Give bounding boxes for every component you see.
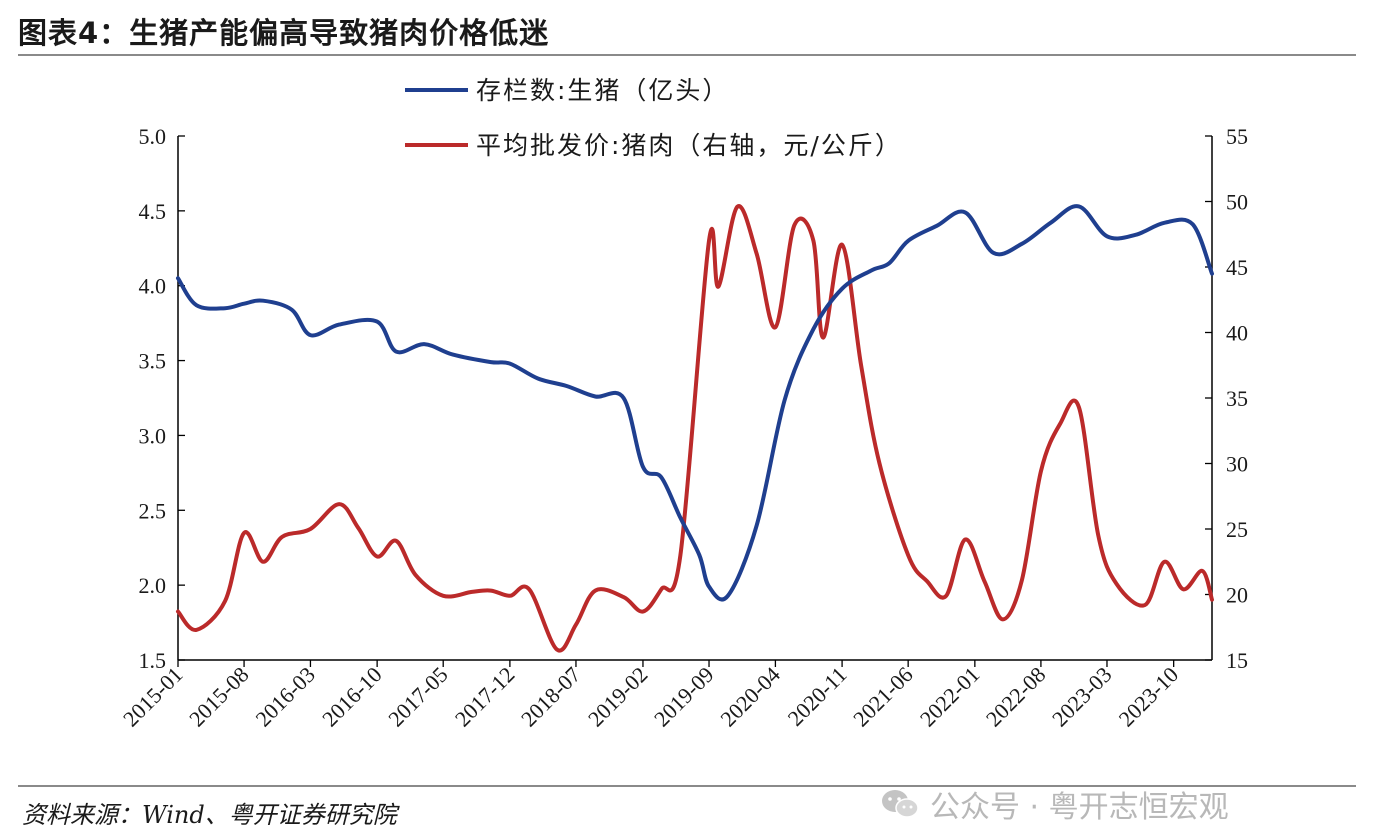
- x-tick-label: 2018-07: [516, 662, 586, 732]
- left-tick-label: 4.5: [139, 199, 167, 224]
- left-tick-label: 5.0: [139, 124, 167, 149]
- x-tick-label: 2016-03: [250, 662, 320, 732]
- right-tick-label: 30: [1226, 452, 1248, 477]
- source-note: 资料来源：Wind、粤开证券研究院: [22, 801, 397, 829]
- pork-price-line: [176, 204, 1214, 653]
- left-tick-label: 2.5: [139, 498, 167, 523]
- x-tick-label: 2022-01: [915, 662, 985, 732]
- x-tick-label: 2019-09: [649, 662, 719, 732]
- x-tick-label: 2020-04: [715, 662, 785, 732]
- bottom-rule: [18, 785, 1356, 787]
- x-tick-label: 2022-08: [981, 662, 1051, 732]
- x-tick-label: 2017-12: [450, 662, 520, 732]
- watermark-text: 公众号 · 粤开志恒宏观: [930, 790, 1229, 825]
- right-tick-label: 25: [1226, 517, 1248, 542]
- left-tick-label: 4.0: [139, 274, 167, 299]
- legend-item-hog-inventory-label: 存栏数:生猪（亿头）: [476, 76, 729, 105]
- right-tick-label: 40: [1226, 321, 1248, 346]
- watermark: 公众号 · 粤开志恒宏观: [880, 782, 1229, 826]
- right-tick-label: 15: [1226, 648, 1248, 673]
- right-tick-label: 50: [1226, 190, 1248, 215]
- left-tick-label: 3.5: [139, 349, 167, 374]
- legend-item-pork-price-label: 平均批发价:猪肉（右轴，元/公斤）: [476, 131, 902, 160]
- dual-axis-line-chart: 1.5 2.0 2.5 3.0 3.5 4.0 4.5 5.0 15 20 25 30 35 40 45 50…: [118, 76, 1248, 731]
- figure-title: 图表4：生猪产能偏高导致猪肉价格低迷: [18, 16, 550, 50]
- right-tick-label: 55: [1226, 124, 1248, 149]
- top-rule: [18, 54, 1356, 56]
- left-tick-label: 2.0: [139, 573, 167, 598]
- series-layer: [176, 204, 1214, 653]
- left-tick-label: 1.5: [139, 648, 167, 673]
- left-tick-label: 3.0: [139, 423, 167, 448]
- x-tick-label: 2015-08: [184, 662, 254, 732]
- hog-inventory-line: [176, 204, 1214, 602]
- legend: 存栏数:生猪（亿头） 平均批发价:猪肉（右轴，元/公斤）: [405, 76, 902, 160]
- x-tick-label: 2020-11: [783, 662, 852, 731]
- x-tick-label: 2021-06: [848, 662, 918, 732]
- x-tick-label: 2016-10: [317, 662, 387, 732]
- x-tick-label: 2017-05: [383, 662, 453, 732]
- axes: 1.5 2.0 2.5 3.0 3.5 4.0 4.5 5.0 15 20 25 30 35 40 45 50…: [118, 124, 1248, 731]
- x-tick-label: 2019-02: [583, 662, 653, 732]
- x-tick-label: 2023-03: [1047, 662, 1117, 732]
- right-tick-label: 20: [1226, 583, 1248, 608]
- right-tick-label: 35: [1226, 386, 1248, 411]
- x-tick-label: 2023-10: [1114, 662, 1184, 732]
- wechat-icon: [880, 788, 920, 820]
- right-tick-label: 45: [1226, 255, 1248, 280]
